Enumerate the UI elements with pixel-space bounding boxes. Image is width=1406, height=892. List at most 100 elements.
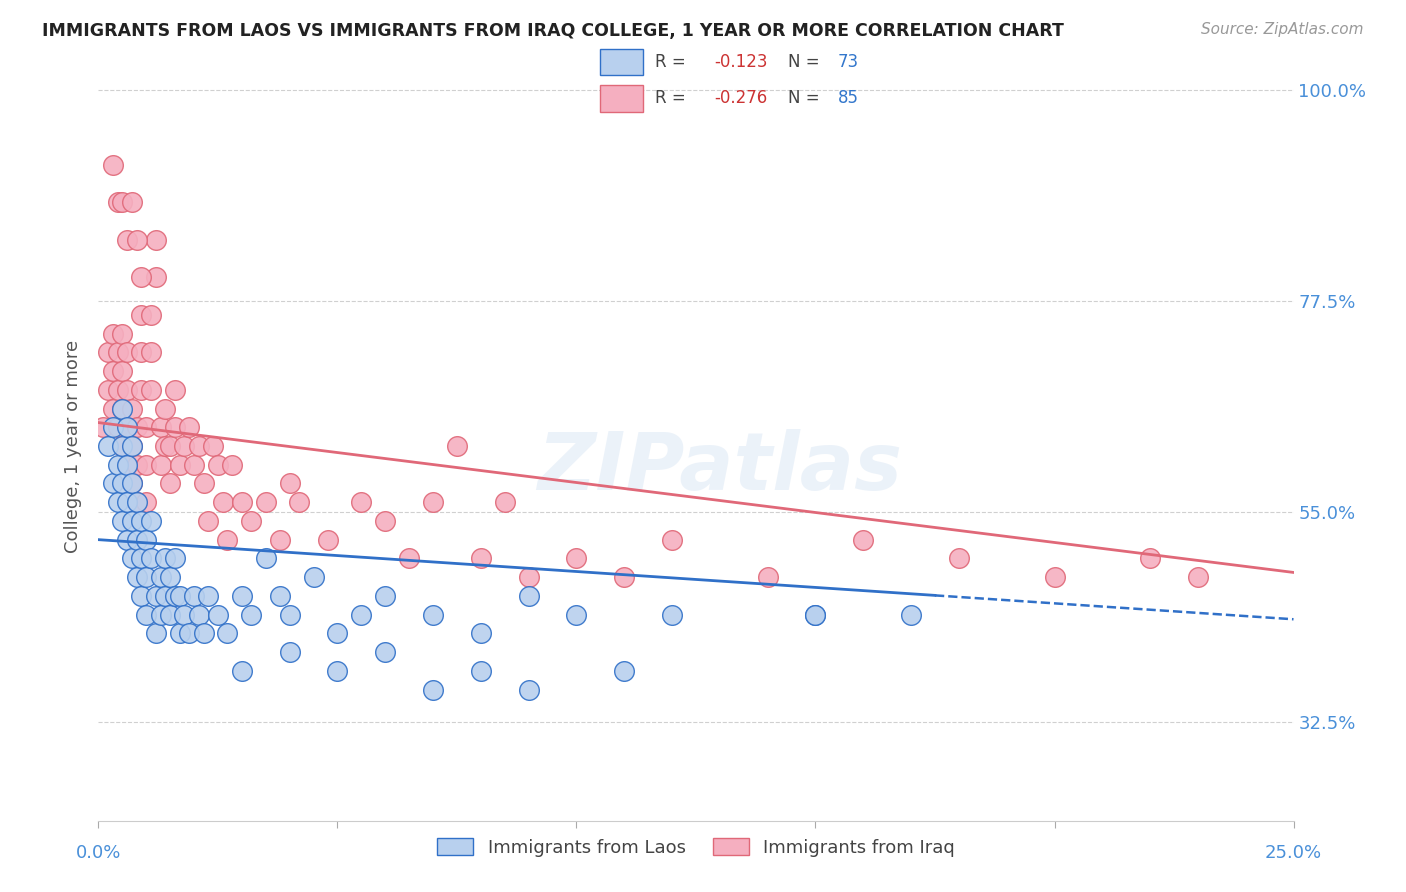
Point [111,401,134,416]
Point [101,420,124,434]
Point [374,589,396,603]
Point [111,401,134,416]
Point [613,570,636,584]
Text: -0.123: -0.123 [714,54,768,71]
Point [163,551,186,566]
Point [278,476,301,491]
Point [179,420,201,434]
Point [107,420,129,434]
Point [121,439,143,453]
Point [852,533,875,547]
Point [948,551,970,566]
Point [173,607,195,622]
Point [1043,570,1066,584]
Point [470,551,492,566]
Point [470,626,492,640]
Point [135,458,157,472]
Point [125,458,148,472]
Point [159,570,181,584]
Point [121,401,143,416]
Point [173,439,195,453]
Point [139,383,162,397]
Point [111,514,134,528]
Point [115,420,138,434]
Point [661,533,683,547]
Point [193,476,215,491]
Point [240,607,263,622]
Point [169,458,191,472]
Point [125,495,148,509]
Text: R =: R = [655,54,692,71]
Point [131,308,153,322]
Point [107,383,129,397]
Point [211,495,233,509]
Point [221,458,243,472]
Point [326,664,349,678]
Point [155,589,177,603]
Point [135,495,157,509]
Y-axis label: College, 1 year or more: College, 1 year or more [65,340,83,552]
Text: 25.0%: 25.0% [1265,844,1322,862]
Point [111,439,134,453]
Point [139,551,162,566]
Point [517,682,540,697]
Point [97,345,120,359]
Text: ZIPatlas: ZIPatlas [537,429,903,508]
Point [517,570,540,584]
Point [101,476,124,491]
Point [804,607,827,622]
Point [288,495,311,509]
Point [163,383,186,397]
Point [163,420,186,434]
Point [121,476,143,491]
Point [207,458,229,472]
Point [101,326,124,341]
Point [107,458,129,472]
Text: 85: 85 [838,89,859,107]
Point [115,533,138,547]
Point [187,607,209,622]
Text: 0.0%: 0.0% [76,844,121,862]
Point [111,439,134,453]
Point [97,439,120,453]
Point [131,345,153,359]
Point [374,645,396,659]
Point [756,570,779,584]
FancyBboxPatch shape [600,85,643,112]
Point [217,626,239,640]
Point [517,589,540,603]
Point [125,495,148,509]
Point [197,589,219,603]
Point [159,476,181,491]
Point [350,607,373,622]
Point [169,626,191,640]
Point [139,308,162,322]
Point [115,495,138,509]
Point [131,589,153,603]
Point [91,420,114,434]
Text: Source: ZipAtlas.com: Source: ZipAtlas.com [1201,22,1364,37]
Text: -0.276: -0.276 [714,89,768,107]
Point [115,420,138,434]
Point [302,570,325,584]
Point [115,458,138,472]
Point [145,589,167,603]
Point [121,476,143,491]
Point [207,607,229,622]
Point [131,514,153,528]
Point [278,607,301,622]
Point [163,589,186,603]
Point [135,420,157,434]
Point [231,589,253,603]
Point [155,439,177,453]
Text: N =: N = [789,89,825,107]
Point [231,664,253,678]
Point [197,514,219,528]
Legend: Immigrants from Laos, Immigrants from Iraq: Immigrants from Laos, Immigrants from Ir… [430,830,962,864]
Point [125,570,148,584]
Point [135,607,157,622]
Point [115,383,138,397]
Point [101,158,124,172]
Point [422,495,444,509]
Point [149,420,172,434]
